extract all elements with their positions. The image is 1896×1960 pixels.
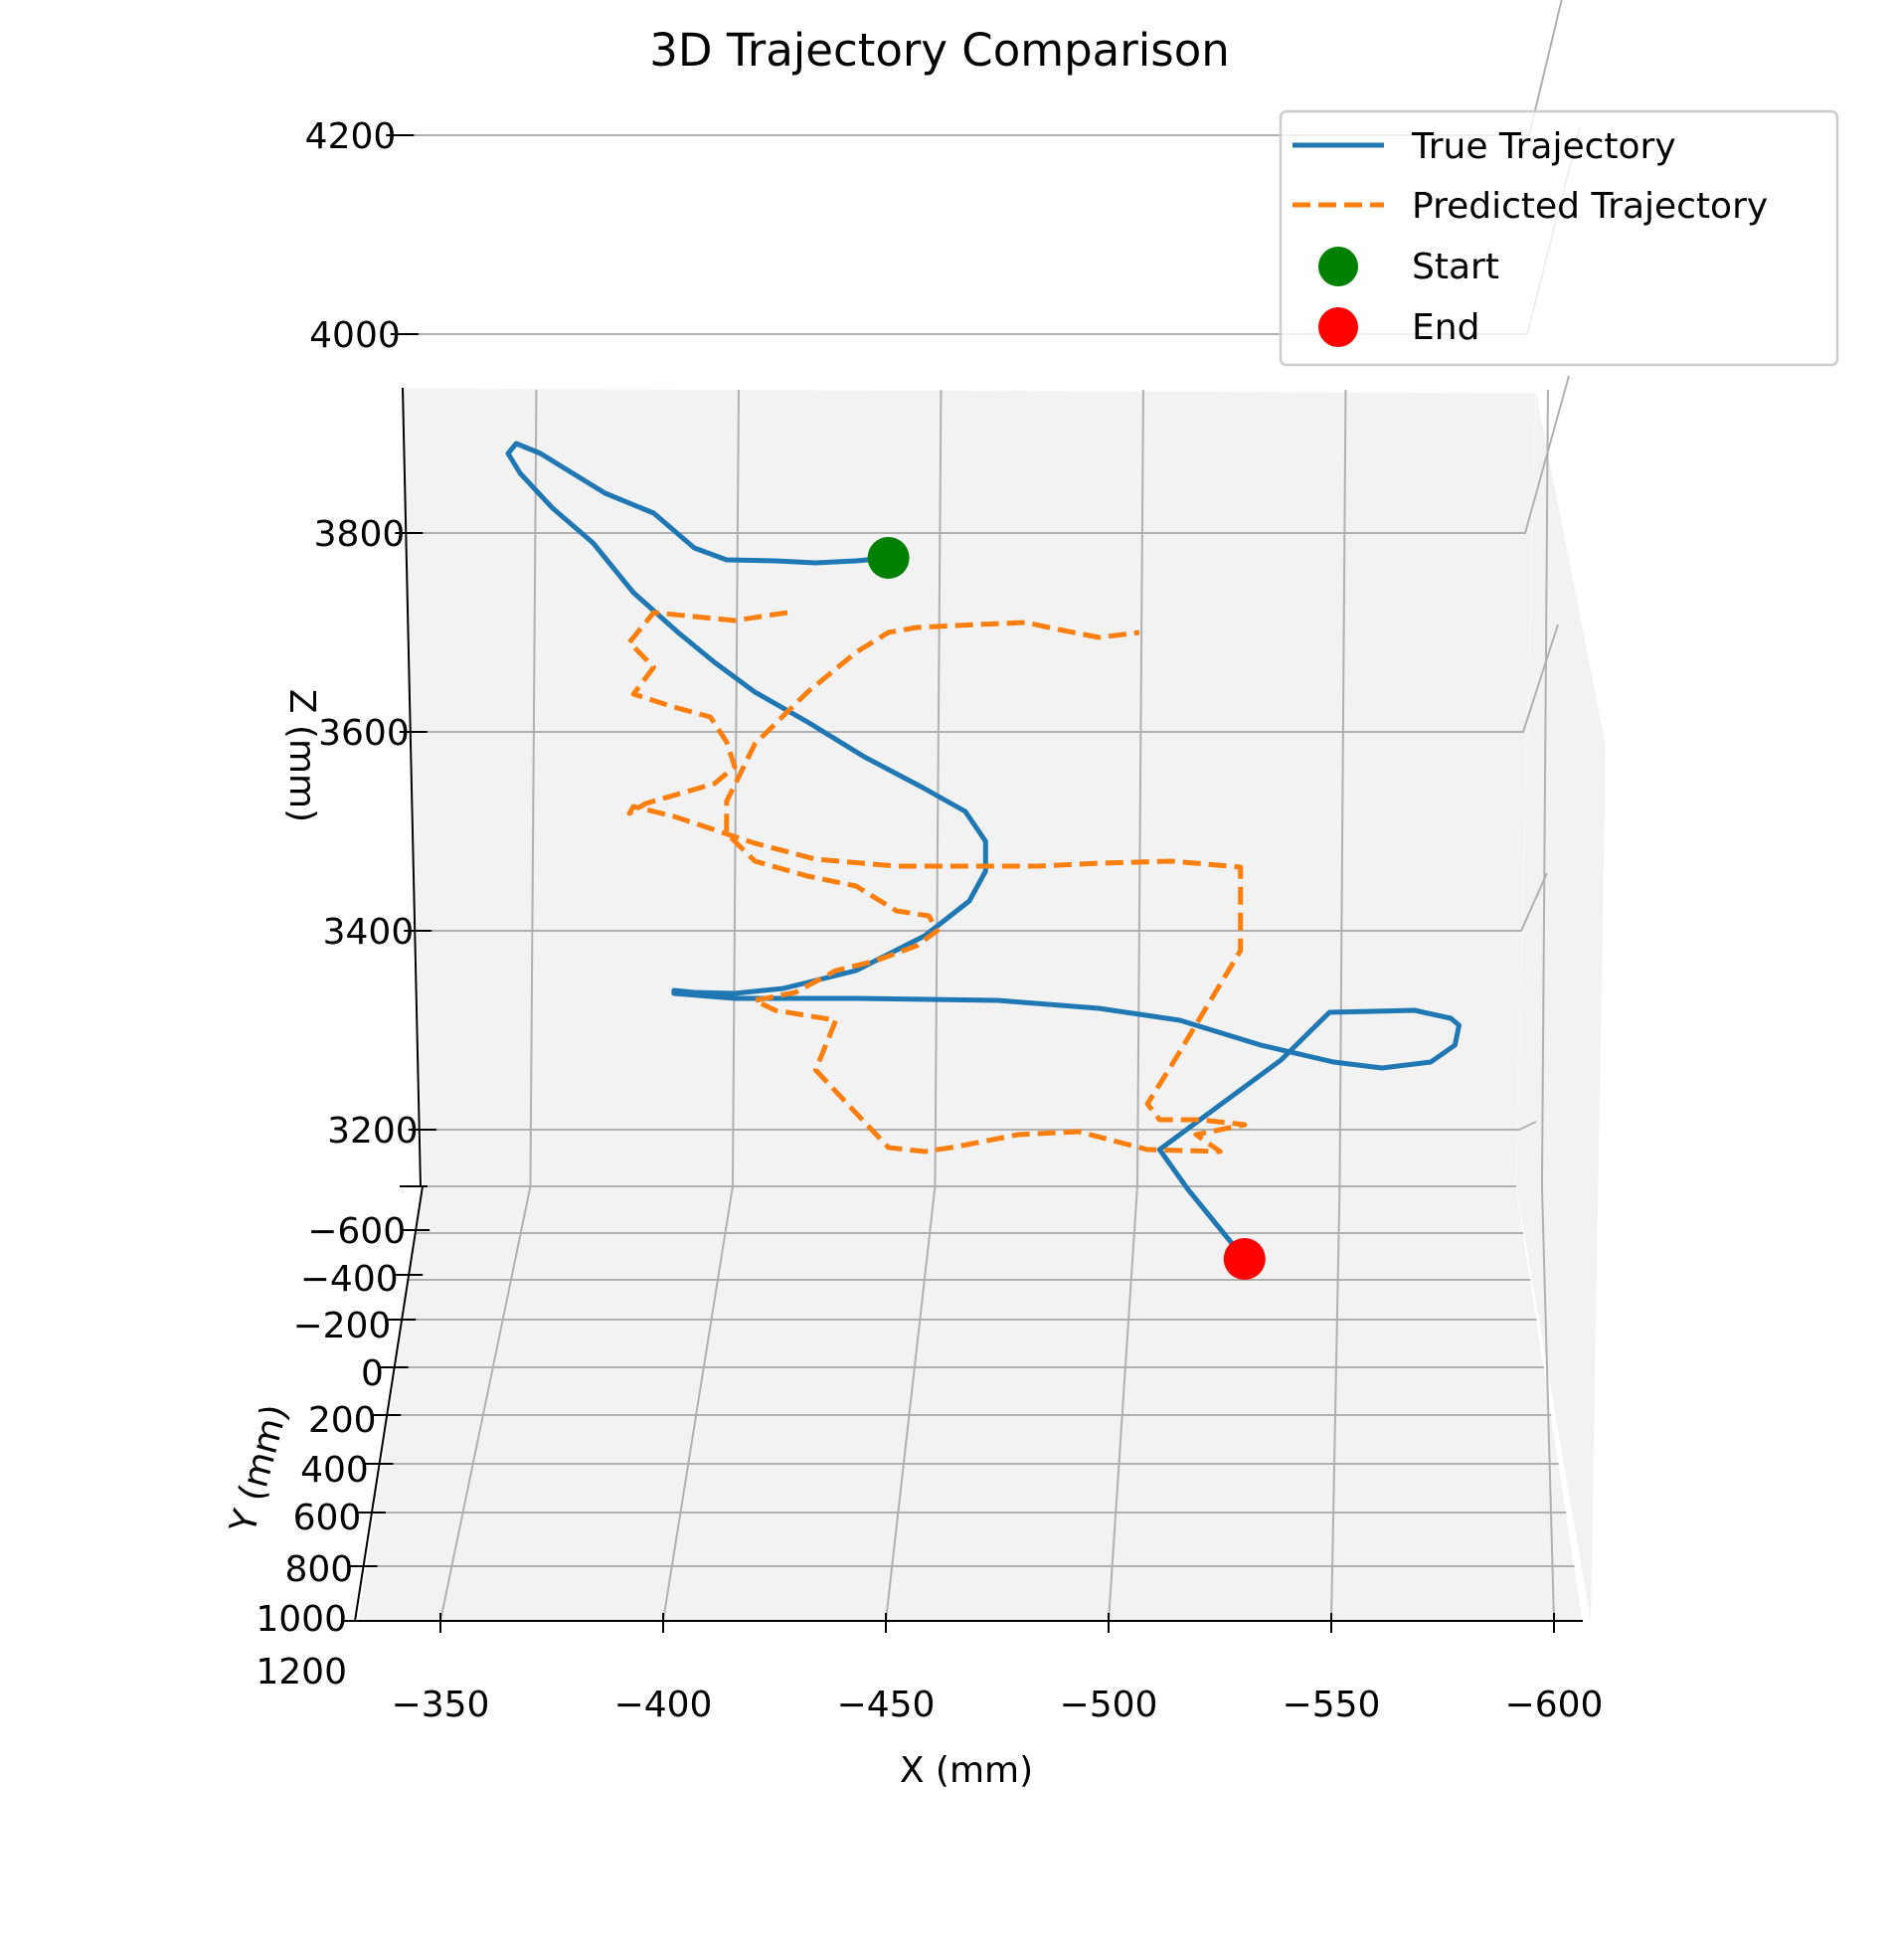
predicted-trajectory-line	[626, 610, 1248, 1155]
chart-title: 3D Trajectory Comparison	[649, 24, 1230, 77]
x-grid-line	[1540, 389, 1549, 1187]
z-tick-label: 3600	[318, 713, 410, 754]
start-marker	[867, 537, 910, 579]
side-pane	[1516, 393, 1606, 1621]
x-floor-grid-line	[1330, 1185, 1341, 1622]
y-tick-label: 800	[285, 1549, 354, 1590]
x-grid-line	[529, 389, 538, 1187]
legend-start-marker-icon	[1318, 247, 1358, 286]
y-tick-label: −400	[300, 1259, 399, 1300]
z-tick-label: 4200	[305, 116, 397, 157]
x-tick-label: −450	[837, 1685, 936, 1725]
x-tick-label: −400	[614, 1685, 713, 1725]
x-tick-label: −600	[1505, 1685, 1604, 1725]
y-tick-label: −200	[292, 1306, 391, 1346]
x-floor-grid-line	[1540, 1185, 1555, 1622]
y-tick-label: 1000	[256, 1599, 347, 1640]
end-marker	[1223, 1238, 1266, 1280]
y-tick-label: 200	[308, 1400, 377, 1441]
legend-predicted-label: Predicted Trajectory	[1412, 186, 1768, 227]
x-grid-line	[731, 389, 740, 1187]
z-grid-line	[418, 1121, 1537, 1131]
legend: True Trajectory Predicted Trajectory Sta…	[1279, 109, 1839, 367]
z-tick-label: 4000	[309, 315, 401, 356]
y-tick-label: 600	[293, 1498, 362, 1538]
x-floor-grid-line	[439, 1185, 532, 1622]
legend-true-label: True Trajectory	[1411, 126, 1676, 167]
axes-layer	[341, 134, 1583, 1633]
x-axis-label: X (mm)	[900, 1750, 1033, 1791]
legend-end-label: End	[1412, 307, 1479, 348]
x-grid-line	[1135, 389, 1144, 1187]
x-floor-grid-line	[1108, 1185, 1138, 1622]
y-axis-label: Y (mm)	[223, 1400, 296, 1538]
z-tick-label: 3200	[327, 1111, 419, 1152]
x-grid-line	[934, 389, 943, 1187]
grid-layer	[358, 0, 1583, 1622]
y-tick-label: 400	[300, 1450, 369, 1491]
x-floor-grid-line	[885, 1185, 937, 1622]
y-axis-line	[354, 1185, 424, 1622]
z-tick-label: 3800	[314, 514, 406, 555]
x-tick-label: −500	[1060, 1685, 1158, 1725]
z-axis-label: Z (mm)	[281, 689, 322, 822]
x-tick-label: −350	[392, 1685, 490, 1725]
true-trajectory-line	[505, 441, 1462, 1261]
marker-layer	[867, 537, 1266, 1280]
x-floor-grid-line	[662, 1185, 734, 1622]
y-tick-label: 0	[361, 1353, 384, 1394]
floor-pane	[357, 1185, 1584, 1622]
legend-box	[1279, 109, 1839, 367]
y-tick-label: 1200	[256, 1652, 347, 1693]
z-grid-line	[409, 375, 1570, 534]
legend-end-marker-icon	[1318, 307, 1358, 347]
z-tick-label: 3400	[323, 912, 415, 953]
y-tick-label: −600	[307, 1211, 406, 1252]
x-grid-line	[1338, 389, 1347, 1187]
z-grid-line	[415, 872, 1548, 932]
series-layer	[505, 441, 1462, 1261]
x-tick-label: −550	[1283, 1685, 1381, 1725]
tick-label-layer: 3200 3400 3600 3800 4000 4200 −600 −400 −200 0 200…	[256, 116, 1603, 1725]
legend-start-label: Start	[1412, 247, 1499, 287]
z-axis-line	[402, 387, 422, 1187]
